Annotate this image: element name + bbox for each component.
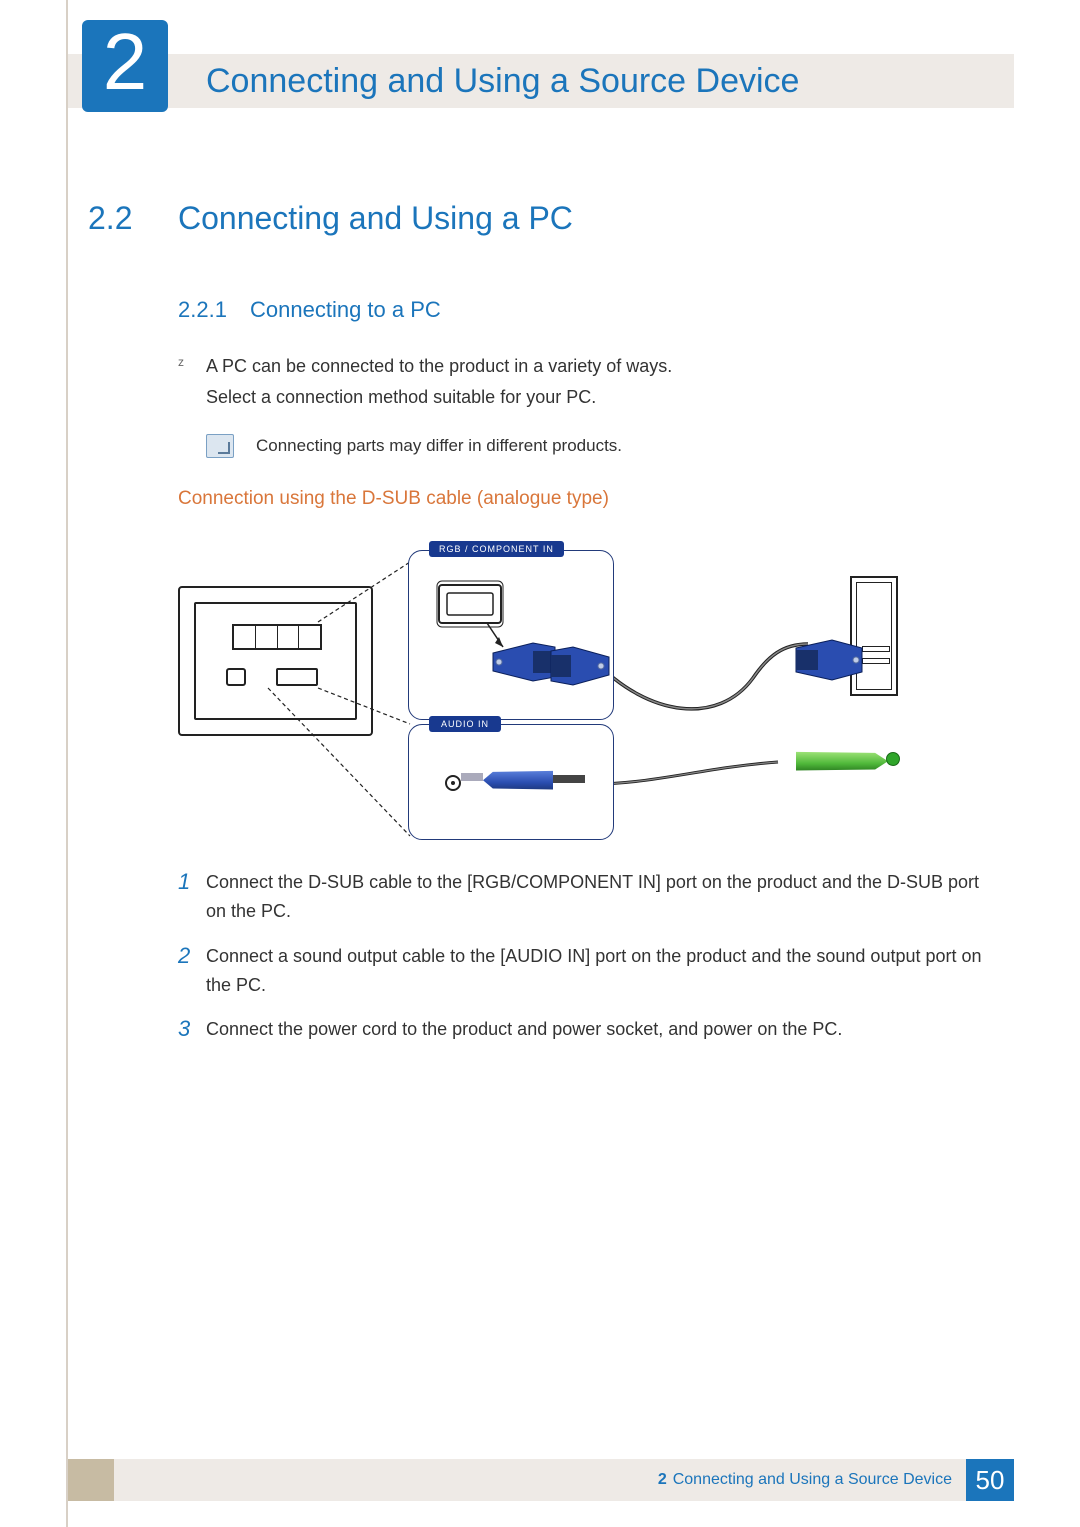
subsection-number: 2.2.1 xyxy=(178,297,250,323)
pc-dsub-connector xyxy=(792,638,870,682)
audio-detail-box: AUDIO IN xyxy=(408,724,614,840)
note-text: Connecting parts may differ in different… xyxy=(256,436,622,456)
connection-heading: Connection using the D-SUB cable (analog… xyxy=(178,488,990,510)
rgb-label: RGB / COMPONENT IN xyxy=(429,541,564,557)
chapter-number: 2 xyxy=(103,22,148,102)
footer-chapter-number: 2 xyxy=(658,1471,667,1489)
subsection-heading: 2.2.1 Connecting to a PC xyxy=(178,297,990,323)
step-item: 1 Connect the D-SUB cable to the [RGB/CO… xyxy=(178,868,990,926)
section-heading: 2.2 Connecting and Using a PC xyxy=(88,200,990,237)
bullet-icon: z xyxy=(178,351,206,412)
intro-line1: A PC can be connected to the product in … xyxy=(206,351,990,382)
page-content: 2.2 Connecting and Using a PC 2.2.1 Conn… xyxy=(88,200,990,1060)
footer-page-box: 50 xyxy=(966,1459,1014,1501)
step-number: 3 xyxy=(178,1015,206,1044)
monitor-rear-view xyxy=(178,586,373,736)
note-icon xyxy=(206,434,234,458)
left-margin-rule xyxy=(66,0,68,1527)
intro-line2: Select a connection method suitable for … xyxy=(206,382,990,413)
step-number: 2 xyxy=(178,942,206,1000)
monitor-panel xyxy=(232,624,322,650)
pc-audio-jack-icon xyxy=(886,752,900,766)
intro-text: A PC can be connected to the product in … xyxy=(206,351,990,412)
subsection-title: Connecting to a PC xyxy=(250,297,441,323)
rgb-detail-box: RGB / COMPONENT IN xyxy=(408,550,614,720)
connection-diagram: RGB / COMPONENT IN xyxy=(178,526,898,846)
chapter-title: Connecting and Using a Source Device xyxy=(206,54,799,108)
footer-accent xyxy=(68,1459,114,1501)
footer-chapter-title: Connecting and Using a Source Device xyxy=(673,1471,952,1489)
section-number: 2.2 xyxy=(88,200,178,237)
intro-bullet: z A PC can be connected to the product i… xyxy=(178,351,990,412)
steps-list: 1 Connect the D-SUB cable to the [RGB/CO… xyxy=(178,868,990,1044)
audio-cable-stub xyxy=(409,725,615,841)
step-item: 2 Connect a sound output cable to the [A… xyxy=(178,942,990,1000)
step-text: Connect the D-SUB cable to the [RGB/COMP… xyxy=(206,868,990,926)
step-item: 3 Connect the power cord to the product … xyxy=(178,1015,990,1044)
note-row: Connecting parts may differ in different… xyxy=(206,434,990,458)
step-text: Connect the power cord to the product an… xyxy=(206,1015,990,1044)
page-footer: 2 Connecting and Using a Source Device 5… xyxy=(68,1459,1014,1501)
step-text: Connect a sound output cable to the [AUD… xyxy=(206,942,990,1000)
step-number: 1 xyxy=(178,868,206,926)
rgb-port-illustration xyxy=(409,551,615,721)
monitor-rgb-port xyxy=(276,668,318,686)
monitor-audio-port xyxy=(226,668,246,686)
footer-page-number: 50 xyxy=(976,1465,1005,1496)
audio-plug-green xyxy=(796,748,888,774)
section-title: Connecting and Using a PC xyxy=(178,200,573,237)
chapter-number-badge: 2 xyxy=(82,20,168,112)
